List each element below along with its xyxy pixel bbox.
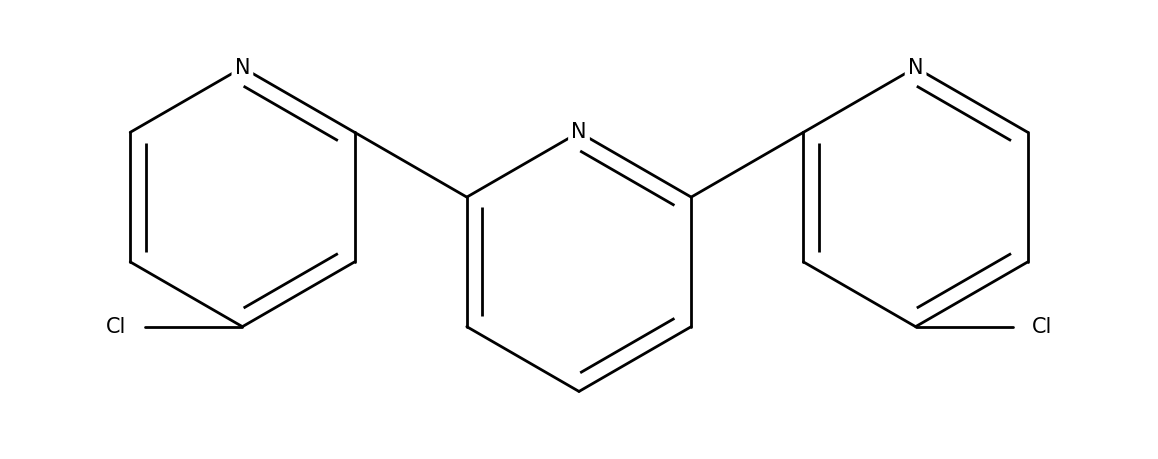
Text: Cl: Cl bbox=[1032, 317, 1053, 336]
Text: N: N bbox=[908, 57, 923, 78]
Text: N: N bbox=[235, 57, 250, 78]
Text: Cl: Cl bbox=[105, 317, 126, 336]
Text: N: N bbox=[571, 123, 587, 142]
